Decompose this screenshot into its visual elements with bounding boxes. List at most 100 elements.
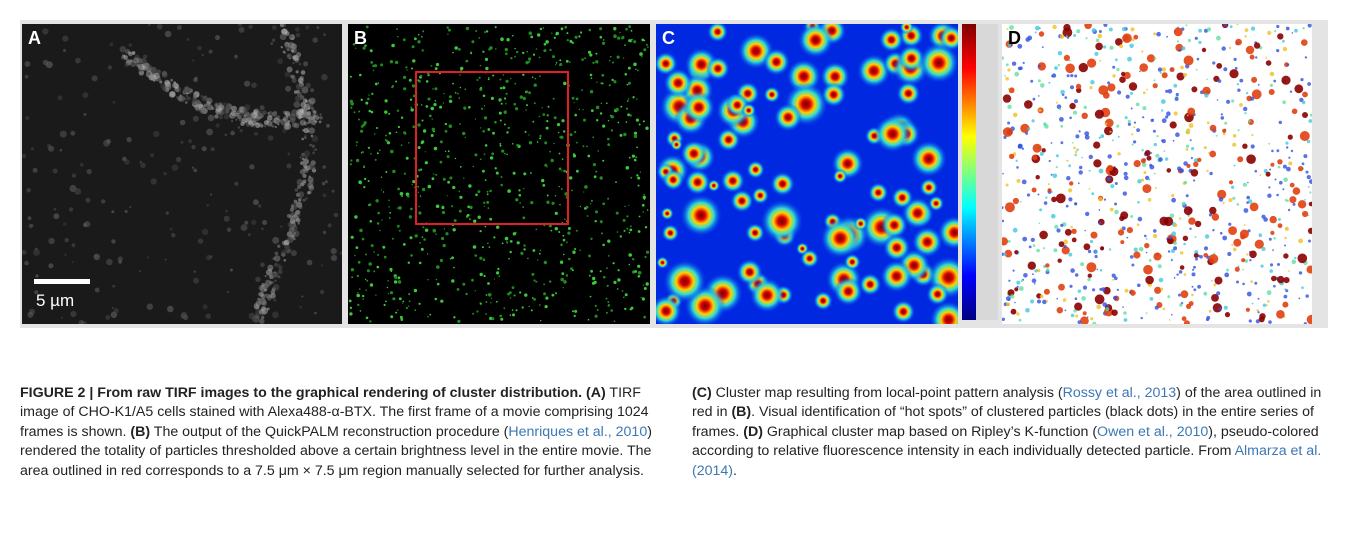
particle (1041, 148, 1046, 153)
particle (565, 59, 569, 63)
particle (634, 270, 637, 273)
particle (1228, 198, 1233, 203)
particle (1002, 56, 1004, 60)
particle (1286, 146, 1289, 149)
particle (462, 131, 466, 136)
fluorescence (273, 298, 277, 302)
cluster-blob (656, 295, 682, 324)
fluorescence (312, 110, 317, 115)
citation-link[interactable]: Rossy et al., 2013 (1062, 385, 1177, 401)
particle (483, 274, 486, 278)
particle (1137, 179, 1142, 184)
fluorescence (253, 199, 259, 206)
particle (1002, 237, 1008, 246)
fluorescence (71, 173, 77, 178)
fluorescence (139, 270, 142, 273)
particle (425, 105, 429, 108)
panel-label: A (28, 28, 41, 48)
particle (1125, 94, 1130, 99)
particle (553, 142, 555, 145)
fluorescence (278, 265, 283, 271)
particle (586, 215, 589, 217)
particle (601, 83, 604, 85)
particle (1016, 280, 1021, 285)
particle (1018, 318, 1022, 322)
particle (1136, 128, 1140, 132)
particle (589, 73, 593, 77)
fluorescence (124, 48, 131, 54)
particle (523, 248, 526, 251)
particle (609, 60, 611, 62)
citation-link[interactable]: Henriques et al., 2010 (508, 423, 648, 440)
particle (395, 311, 398, 314)
particle (1062, 298, 1067, 302)
particle (1192, 268, 1195, 271)
fluorescence (106, 258, 113, 266)
particle (1157, 264, 1162, 269)
particle (1231, 244, 1234, 246)
particle (418, 302, 421, 305)
particle (388, 112, 391, 115)
citation-link[interactable]: Almarza et al. (2014) (692, 443, 1322, 479)
particle (1179, 303, 1183, 307)
particle (608, 84, 611, 87)
particle (1301, 286, 1304, 290)
particle (1169, 213, 1175, 219)
cluster-blob (868, 182, 889, 203)
particle (554, 227, 558, 231)
fluorescence (215, 35, 220, 41)
particle (1175, 43, 1184, 52)
particle (1065, 204, 1069, 208)
particle (576, 169, 579, 173)
particle (1066, 159, 1069, 162)
cluster-blob (751, 186, 770, 205)
particle (1169, 319, 1171, 321)
fluorescence (291, 217, 295, 221)
particle (594, 220, 597, 223)
particle (472, 245, 477, 249)
particle (602, 243, 605, 247)
fluorescence (35, 247, 38, 250)
particle (562, 287, 564, 289)
fluorescence (265, 293, 270, 299)
particle (1283, 253, 1289, 259)
particle (412, 180, 416, 184)
particle (603, 275, 606, 279)
particle (1034, 283, 1036, 285)
particle (530, 35, 534, 39)
particle (471, 278, 474, 282)
fluorescence (42, 28, 49, 35)
particle (1135, 102, 1140, 107)
particle (1171, 193, 1175, 198)
particle (1277, 275, 1285, 284)
particle (1020, 279, 1024, 283)
fluorescence (246, 117, 252, 123)
particle (355, 141, 358, 144)
fluorescence (263, 120, 269, 125)
particle (374, 82, 378, 86)
particle (631, 38, 633, 41)
particle (1179, 265, 1185, 270)
caption-text: ), pseudo-colored according to relative … (692, 423, 1319, 460)
particle (495, 48, 497, 50)
fluorescence (170, 78, 174, 82)
fluorescence (28, 223, 33, 229)
citation-link[interactable]: Owen et al., 2010 (1097, 423, 1209, 440)
particle (605, 311, 608, 314)
particle (1259, 313, 1266, 320)
particle (443, 92, 445, 95)
particle (1165, 115, 1169, 119)
particle (1302, 210, 1309, 218)
cluster-blob (656, 256, 669, 269)
particle (403, 131, 407, 135)
particle (357, 260, 361, 264)
fluorescence (299, 83, 303, 87)
particle (1307, 227, 1312, 234)
particle (1234, 66, 1238, 70)
particle (1064, 228, 1072, 236)
particle (1277, 159, 1283, 165)
fluorescence (284, 111, 291, 117)
particle (545, 40, 549, 44)
particle (528, 57, 532, 61)
